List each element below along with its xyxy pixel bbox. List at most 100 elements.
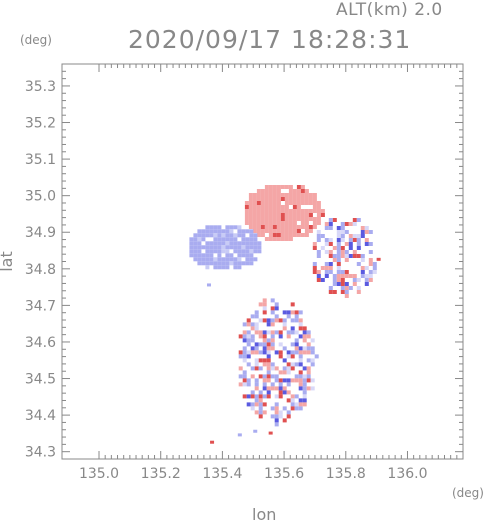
echo-cell [302,326,307,331]
echo-cell [262,386,267,391]
echo-cell [256,225,261,229]
echo-cell [266,318,271,323]
echo-cell [304,197,309,201]
echo-cell [249,241,254,246]
echo-cell [348,246,353,250]
echo-cell [308,213,313,217]
echo-cell [278,394,283,399]
echo-cell [340,250,345,254]
echo-cell [368,270,373,274]
echo-cell [248,213,253,217]
echo-cell [298,378,303,383]
echo-cell [294,330,299,335]
echo-cell [340,246,345,250]
echo-cell [372,270,377,274]
echo-cell [356,246,361,250]
echo-cell [292,189,297,193]
echo-cell [372,262,377,266]
echo-cell [292,209,297,213]
echo-cell [336,278,341,282]
x-tick-label: 136.0 [387,466,427,482]
echo-cell [312,266,317,270]
y-tick-label: 34.7 [25,298,56,314]
echo-cell [272,229,277,233]
echo-cell [294,402,299,407]
echo-cell [336,226,341,230]
echo-cell [225,225,230,230]
echo-cell [254,398,259,403]
echo-cell [288,193,293,197]
echo-cell [286,334,291,339]
echo-cell [288,233,293,237]
echo-cell [340,254,345,258]
echo-cell [288,225,293,229]
echo-cell [344,290,349,294]
echo-cell [368,278,373,282]
echo-cell [306,374,311,379]
echo-cell [268,197,273,201]
echo-cell [270,338,275,343]
echo-cell [298,322,303,327]
echo-cell [225,257,230,262]
echo-cell [278,386,283,391]
echo-cell [316,209,321,213]
echo-cell [328,254,333,258]
echo-cell [278,414,283,419]
echo-cell [254,386,259,391]
echo-cell [262,338,267,343]
y-tick-label: 34.4 [25,408,56,424]
echo-cell [274,394,279,399]
echo-cell [258,390,263,395]
echo-cell [276,221,281,225]
echo-cell [213,245,218,250]
echo-cell [302,378,307,383]
echo-cell [246,342,251,347]
echo-cell [264,225,269,229]
echo-cell [250,402,255,407]
echo-cell [246,318,251,323]
echo-cell [242,374,247,379]
echo-cell [264,221,269,225]
echo-cell [266,342,271,347]
echo-cell [225,253,230,258]
echo-cell [284,209,289,213]
echo-cell [270,386,275,391]
echo-cell [312,209,317,213]
echo-cell [260,189,265,193]
echo-cell [294,406,299,411]
echo-cell [316,201,321,205]
echo-cell [328,242,333,246]
echo-cell [336,238,341,242]
echo-cell [296,233,301,237]
echo-cell [300,225,305,229]
echo-cell [308,197,313,201]
echo-cell [201,229,206,234]
echo-cell [245,241,250,246]
echo-cell [296,189,301,193]
echo-cell [306,358,311,363]
echo-cell [241,241,246,246]
echo-cell [292,233,297,237]
echo-cell [258,406,263,411]
echo-cell [298,346,303,351]
echo-cell [284,201,289,205]
echo-cell [260,205,265,209]
echo-cell [266,378,271,383]
echo-cell [288,197,293,201]
echo-cell [258,350,263,355]
echo-cell [278,334,283,339]
echo-cell [274,406,279,411]
echo-cell [300,189,305,193]
echo-cell [274,314,279,319]
echo-cell [324,226,329,230]
echo-cell [241,237,246,242]
echo-cell [260,209,265,213]
echo-cell [284,193,289,197]
echo-cell [272,189,277,193]
echo-cell [348,286,353,290]
echo-cell [296,193,301,197]
echo-cell [213,225,218,230]
echo-cell [312,197,317,201]
echo-cell [225,249,230,254]
echo-cell [248,193,253,197]
